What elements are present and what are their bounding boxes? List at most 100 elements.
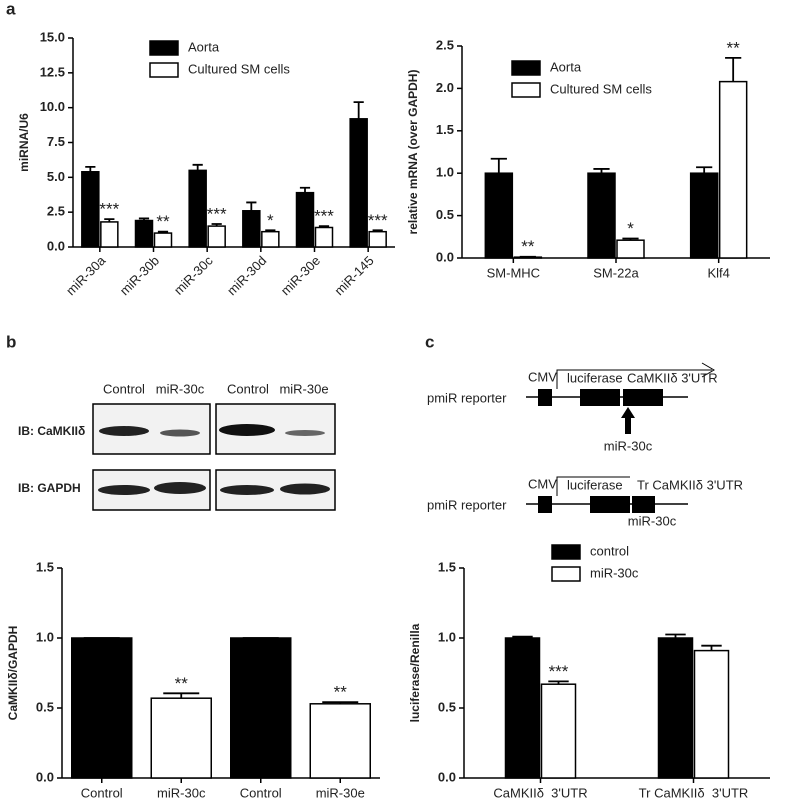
error-bar bbox=[665, 633, 686, 638]
y-tick-label: 0.0 bbox=[36, 769, 54, 784]
y-tick-label: 1.0 bbox=[436, 165, 454, 180]
bar bbox=[349, 118, 368, 248]
x-tick-label: miR-30e bbox=[278, 253, 323, 298]
error-bar bbox=[701, 644, 722, 651]
utr-label: Tr CaMKIIδ 3'UTR bbox=[637, 477, 743, 492]
gene-box bbox=[580, 389, 620, 406]
site-label: miR-30c bbox=[604, 438, 653, 453]
y-tick-label: 0.5 bbox=[438, 699, 456, 714]
bar bbox=[718, 80, 748, 259]
y-tick-label: 0.5 bbox=[436, 207, 454, 222]
significance: * bbox=[267, 211, 274, 230]
legend-swatch bbox=[511, 60, 541, 76]
significance: *** bbox=[207, 204, 227, 223]
error-bar bbox=[163, 692, 200, 699]
bar bbox=[693, 649, 730, 779]
x-tick-label: miR-30b bbox=[117, 253, 162, 298]
x-tick-label: miR-30a bbox=[63, 252, 109, 298]
error-bar bbox=[246, 201, 257, 211]
error-bar bbox=[696, 166, 713, 174]
bar bbox=[150, 697, 212, 779]
promoter-box bbox=[538, 496, 552, 513]
bar bbox=[657, 637, 694, 779]
y-tick-label: 2.0 bbox=[436, 80, 454, 95]
legend-label: Cultured SM cells bbox=[550, 81, 652, 96]
bar bbox=[484, 172, 514, 259]
x-tick-label: Control bbox=[240, 785, 282, 800]
gene-box bbox=[590, 496, 630, 513]
y-tick-label: 0.0 bbox=[436, 249, 454, 264]
significance: *** bbox=[99, 200, 119, 219]
band bbox=[160, 429, 200, 437]
blot: Control miR-30c Control miR-30e IB: CaMK… bbox=[18, 381, 336, 511]
arrow-head bbox=[701, 362, 715, 378]
lane-label: Control bbox=[227, 381, 269, 396]
y-tick-label: 1.0 bbox=[438, 629, 456, 644]
error-bar bbox=[548, 680, 569, 685]
x-tick-label: miR-30d bbox=[224, 253, 269, 298]
y-tick-label: 1.5 bbox=[36, 559, 54, 574]
error-bar bbox=[322, 701, 359, 704]
bar bbox=[504, 637, 541, 779]
y-axis-label: miRNA/U6 bbox=[17, 113, 31, 172]
bar bbox=[134, 219, 154, 248]
bar bbox=[540, 683, 577, 779]
bar bbox=[230, 637, 292, 779]
legend-label: miR-30c bbox=[590, 565, 639, 580]
significance: ** bbox=[175, 674, 189, 693]
significance: ** bbox=[727, 38, 741, 57]
panel-label: c bbox=[425, 332, 434, 351]
error-bar bbox=[593, 168, 610, 174]
bar bbox=[71, 637, 133, 779]
error-bar bbox=[211, 223, 222, 227]
y-axis-label: relative mRNA (over GAPDH) bbox=[406, 70, 420, 235]
site-label: miR-30c bbox=[628, 513, 677, 528]
error-bar bbox=[512, 635, 533, 638]
y-tick-label: 0.5 bbox=[36, 699, 54, 714]
x-tick-label: miR-30e bbox=[316, 785, 365, 800]
row-label: IB: GAPDH bbox=[18, 481, 81, 495]
bar bbox=[295, 191, 315, 248]
x-tick-label: SM-22a bbox=[593, 265, 639, 280]
legend-swatch bbox=[551, 544, 581, 560]
legend-label: Cultured SM cells bbox=[188, 61, 290, 76]
significance: ** bbox=[521, 237, 535, 256]
significance: *** bbox=[549, 662, 569, 681]
panel-label: b bbox=[6, 332, 16, 351]
gene-label: luciferase bbox=[567, 477, 623, 492]
y-tick-label: 0.0 bbox=[47, 238, 65, 253]
bar bbox=[81, 171, 100, 248]
bar bbox=[616, 239, 645, 259]
band bbox=[219, 424, 275, 436]
x-tick-label: CaMKIIδ 3'UTR bbox=[493, 785, 587, 800]
significance: *** bbox=[314, 207, 334, 226]
legend-swatch bbox=[149, 62, 179, 78]
utr-box bbox=[623, 389, 663, 406]
utr-label: CaMKIIδ 3'UTR bbox=[627, 370, 718, 385]
error-bar bbox=[622, 237, 639, 241]
legend-swatch bbox=[149, 40, 179, 56]
error-bar bbox=[104, 218, 115, 222]
band bbox=[280, 483, 330, 495]
significance: *** bbox=[368, 211, 388, 230]
lane-label: Control bbox=[103, 381, 145, 396]
legend-label: Aorta bbox=[188, 39, 220, 54]
panel-label: a bbox=[6, 0, 16, 18]
bar bbox=[207, 225, 226, 248]
promoter-box bbox=[538, 389, 552, 406]
lane-label: miR-30e bbox=[279, 381, 328, 396]
band bbox=[99, 426, 149, 436]
y-tick-label: 7.5 bbox=[47, 134, 65, 149]
error-bar bbox=[85, 165, 96, 172]
diagram: pmiR reporter CMV luciferase CaMKIIδ 3'U… bbox=[427, 362, 743, 528]
band bbox=[220, 485, 274, 495]
bar bbox=[587, 172, 616, 259]
gene-label: luciferase bbox=[567, 370, 623, 385]
x-tick-label: Klf4 bbox=[707, 265, 729, 280]
band bbox=[154, 482, 206, 494]
legend-label: control bbox=[590, 543, 629, 558]
significance: ** bbox=[334, 683, 348, 702]
y-tick-label: 1.0 bbox=[36, 629, 54, 644]
error-bar bbox=[372, 229, 383, 232]
